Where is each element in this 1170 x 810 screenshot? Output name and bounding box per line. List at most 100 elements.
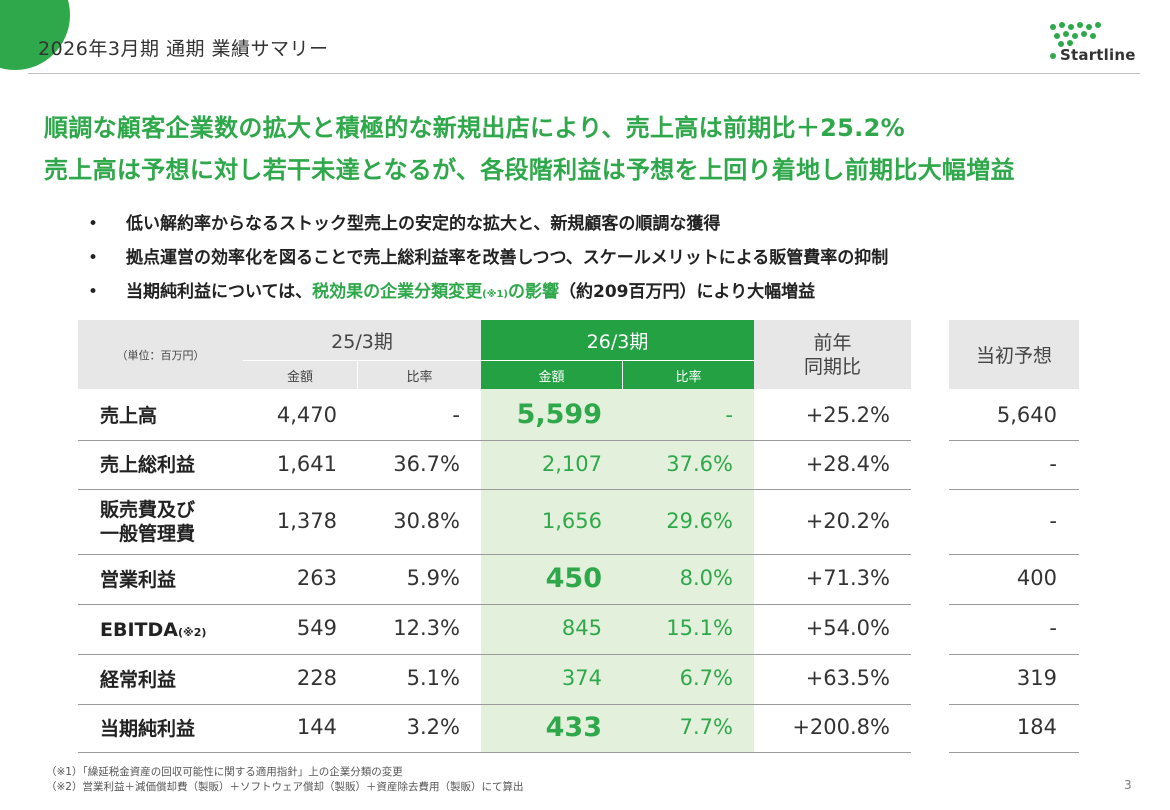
curr-amount: 450 [545,562,602,594]
curr-amount: 374 [561,666,602,691]
prev-amount: 549 [296,616,337,641]
period-prev-header: 25/3期 [243,320,481,360]
yoy-change: +20.2% [805,508,890,533]
row-label-text: 経常利益 [100,668,177,691]
row-label: EBITDA(※2) [100,618,206,645]
bullet-item: • 低い解約率からなるストック型売上の安定的な拡大と、新規顧客の順調な獲得 [88,210,888,244]
row-label-text: 売上総利益 [100,454,196,476]
row-label-text: 営業利益 [100,568,177,591]
yoy-change: +25.2% [805,402,890,427]
row-divider [78,654,911,655]
row-divider [78,604,911,605]
logo-text: Startline [1060,46,1136,64]
prev-amount: 1,378 [276,508,337,533]
row-divider [949,554,1079,555]
prev-ratio: 36.7% [393,451,460,476]
yoy-change: +63.5% [805,666,890,691]
row-divider [949,752,1079,753]
page-title: 2026年3月期 通期 業績サマリー [38,38,329,60]
row-divider [78,440,911,441]
page-number: 3 [1124,778,1132,792]
bullet-list: • 低い解約率からなるストック型売上の安定的な拡大と、新規顧客の順調な獲得 • 拠点… [88,210,888,312]
footnote-2: （※2）営業利益＋減価償却費（製販）＋ソフトウェア償却（製販）＋資産除去費用（製… [46,781,524,793]
bullet-dot-icon: • [88,248,99,268]
row-divider [78,554,911,555]
prev-ratio: 30.8% [393,508,460,533]
prev-amount: 263 [296,566,337,591]
row-label: 売上高 [100,404,157,428]
curr-amount: 5,599 [516,399,602,431]
bullet-text: 拠点運営の効率化を図ることで売上総利益率を改善しつつ、スケールメリットによる販管… [126,248,889,268]
bullet-text-pre: 当期純利益については、 [126,282,313,302]
row-label-text: EBITDA [100,618,178,641]
bullet-text-highlight: 税効果の企業分類変更 [312,282,483,302]
row-label: 当期純利益 [100,717,195,741]
forecast-value: - [1049,508,1057,533]
logo-dots-icon [1050,22,1106,48]
footnote-ref: (※2) [177,625,207,639]
company-logo: Startline [1048,22,1140,66]
curr-ratio: 6.7% [679,666,733,691]
row-divider [78,752,911,753]
bullet-dot-icon: • [88,282,99,302]
prev-ratio: - [452,402,460,427]
row-divider [78,704,911,705]
curr-ratio: 7.7% [679,715,733,740]
unit-label: （単位：百万円） [78,320,243,389]
yoy-change: +200.8% [792,715,890,740]
forecast-header: 当初予想 [949,320,1079,389]
period-curr-header: 26/3期 [481,320,754,360]
bullet-dot-icon: • [88,214,99,234]
bullet-text-highlight-2: の影響 [507,282,559,302]
curr-amount: 845 [561,616,602,641]
headline-line-1: 順調な顧客企業数の拡大と積極的な新規出店により、売上高は前期比＋25.2% [44,114,905,142]
prev-amount-header: 金額 [243,361,357,389]
header-divider [28,73,1140,74]
yoy-change: +71.3% [805,566,890,591]
curr-ratio-header: 比率 [623,361,754,389]
header-separator [243,360,481,361]
forecast-value: 400 [1016,566,1057,591]
bullet-item: • 当期純利益については、税効果の企業分類変更(※1)の影響（約209百万円）によ… [88,278,888,312]
forecast-value: - [1049,451,1057,476]
prev-ratio-header: 比率 [358,361,481,389]
row-label: 経常利益 [100,668,176,692]
logo-mark-icon [1050,53,1056,59]
row-divider [949,704,1079,705]
current-period-column [481,389,754,752]
forecast-value: 184 [1016,715,1057,740]
prev-amount: 228 [296,666,337,691]
row-label: 営業利益 [100,568,176,592]
bullet-text: 低い解約率からなるストック型売上の安定的な拡大と、新規顧客の順調な獲得 [126,214,721,234]
forecast-value: 319 [1016,666,1057,691]
curr-amount-header: 金額 [481,361,622,389]
prev-ratio: 12.3% [393,616,460,641]
headline-line-2: 売上高は予想に対し若干未達となるが、各段階利益は予想を上回り着地し前期比大幅増益 [44,156,1015,184]
bullet-text-post: （約209百万円）により大幅増益 [558,282,816,302]
row-label: 販売費及び 一般管理費 [100,498,195,546]
header-separator [481,360,754,361]
row-divider [78,489,911,490]
prev-ratio: 5.1% [406,666,460,691]
curr-ratio: - [725,402,733,427]
yoy-header: 前年 同期比 [754,320,911,389]
row-divider [949,489,1079,490]
prev-ratio: 3.2% [406,715,460,740]
footnote-ref: (※1) [482,289,508,300]
row-label-text: 販売費及び 一般管理費 [100,499,196,545]
row-label-text: 売上高 [100,405,158,427]
curr-amount: 1,656 [541,508,602,533]
row-divider [949,604,1079,605]
prev-amount: 1,641 [276,451,337,476]
row-label: 売上総利益 [100,453,195,477]
row-label-text: 当期純利益 [100,717,196,740]
footnote-1: （※1）「繰延税金資産の回収可能性に関する適用指針」上の企業分類の変更 [46,766,403,778]
curr-ratio: 29.6% [666,508,733,533]
prev-amount: 144 [296,715,337,740]
yoy-change: +54.0% [805,616,890,641]
prev-amount: 4,470 [276,402,337,427]
forecast-value: - [1049,616,1057,641]
curr-amount: 433 [545,711,602,743]
row-divider [949,654,1079,655]
curr-amount: 2,107 [541,451,602,476]
